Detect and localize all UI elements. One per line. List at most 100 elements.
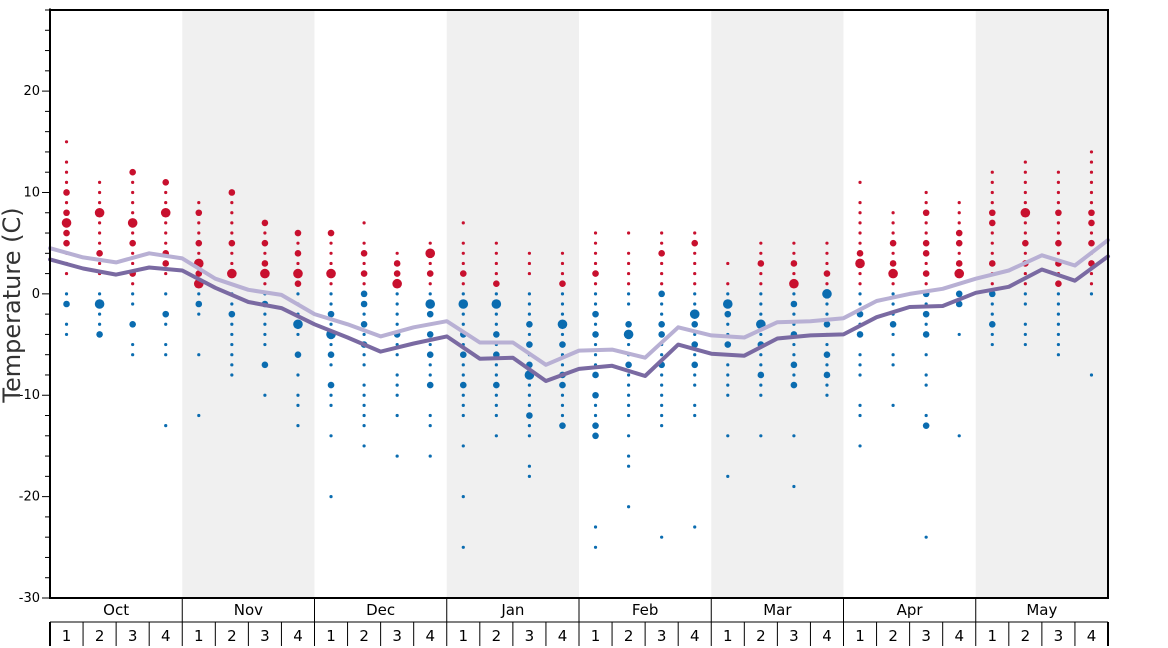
temperature-point [626,302,631,306]
temperature-point [1089,373,1094,377]
temperature-point [131,251,135,255]
temperature-point [1089,292,1094,296]
temperature-point [1023,201,1027,205]
temperature-point [825,342,829,347]
temperature-point [693,282,697,286]
temperature-point [759,312,763,316]
week-label: 4 [954,627,964,645]
temperature-point [557,319,568,330]
temperature-point [559,422,566,429]
temperature-point [526,320,533,328]
temperature-point [691,239,699,247]
temperature-point [759,302,763,306]
temperature-point [428,342,432,347]
temperature-point [461,363,465,367]
temperature-point [626,251,631,255]
temperature-point [858,241,862,245]
temperature-point [493,381,500,389]
temperature-point [693,231,697,235]
temperature-point [362,261,366,266]
temperature-point [527,251,532,255]
temperature-point [922,310,930,318]
temperature-point [294,351,302,358]
week-label: 4 [690,627,700,645]
temperature-point [526,412,533,419]
temperature-point [164,190,168,195]
temperature-point [1023,302,1027,306]
temperature-point [131,353,135,357]
temperature-point [63,300,70,308]
y-tick-label: 20 [23,84,40,99]
temperature-point [693,525,697,529]
temperature-point [392,278,402,289]
temperature-point [593,261,598,266]
temperature-point [858,180,862,184]
temperature-point [527,383,532,387]
temperature-point [689,309,700,319]
temperature-point [494,312,498,316]
temperature-point [527,261,532,266]
temperature-point [230,353,234,357]
temperature-point [362,424,366,428]
temperature-point [296,403,300,407]
temperature-point [426,310,434,318]
temperature-point [164,271,168,276]
temperature-point [461,282,465,286]
temperature-point [261,361,269,369]
temperature-point [759,434,763,438]
temperature-point [97,231,102,235]
temperature-point [294,229,302,237]
temperature-point [626,434,631,438]
temperature-point [990,342,994,347]
temperature-point [792,292,796,296]
temperature-point [792,484,796,489]
temperature-point [792,312,796,316]
temperature-point [329,363,333,367]
temperature-point [691,320,699,328]
temperature-point [988,219,996,227]
temperature-point [526,341,533,348]
temperature-point [131,261,135,266]
temperature-point [362,403,366,407]
temperature-point [593,251,598,255]
temperature-point [494,434,498,438]
temperature-point [1055,280,1062,288]
temperature-point [230,221,234,225]
temperature-point [922,270,930,277]
temperature-point [724,341,732,348]
temperature-point [858,211,862,215]
temperature-point [856,331,864,338]
temperature-point [459,270,467,277]
temperature-point [1020,207,1031,218]
temperature-point [428,282,432,286]
temperature-point [626,261,631,266]
temperature-point [825,312,829,316]
temperature-point [461,495,465,499]
temperature-point [131,211,135,215]
temperature-point [726,322,730,326]
y-tick-label: -30 [19,591,40,606]
temperature-point [428,363,432,367]
temperature-point [428,292,432,296]
temperature-point [263,342,267,347]
temperature-point [726,363,730,367]
temperature-point [759,282,763,286]
temperature-point [360,320,368,328]
temperature-point [527,424,532,428]
temperature-point [1023,292,1027,296]
temperature-point [922,250,930,257]
temperature-point [395,312,399,316]
temperature-point [97,292,102,296]
temperature-point [626,271,631,276]
temperature-point [660,535,664,539]
temperature-point [230,231,234,235]
temperature-point [64,140,69,144]
lower-average-line [48,254,1110,383]
temperature-point [164,292,168,296]
temperature-point [131,201,135,205]
temperature-point [693,332,697,337]
temperature-point [491,299,502,309]
temperature-point [327,310,335,318]
temperature-point [825,241,829,245]
temperature-point [296,373,300,377]
